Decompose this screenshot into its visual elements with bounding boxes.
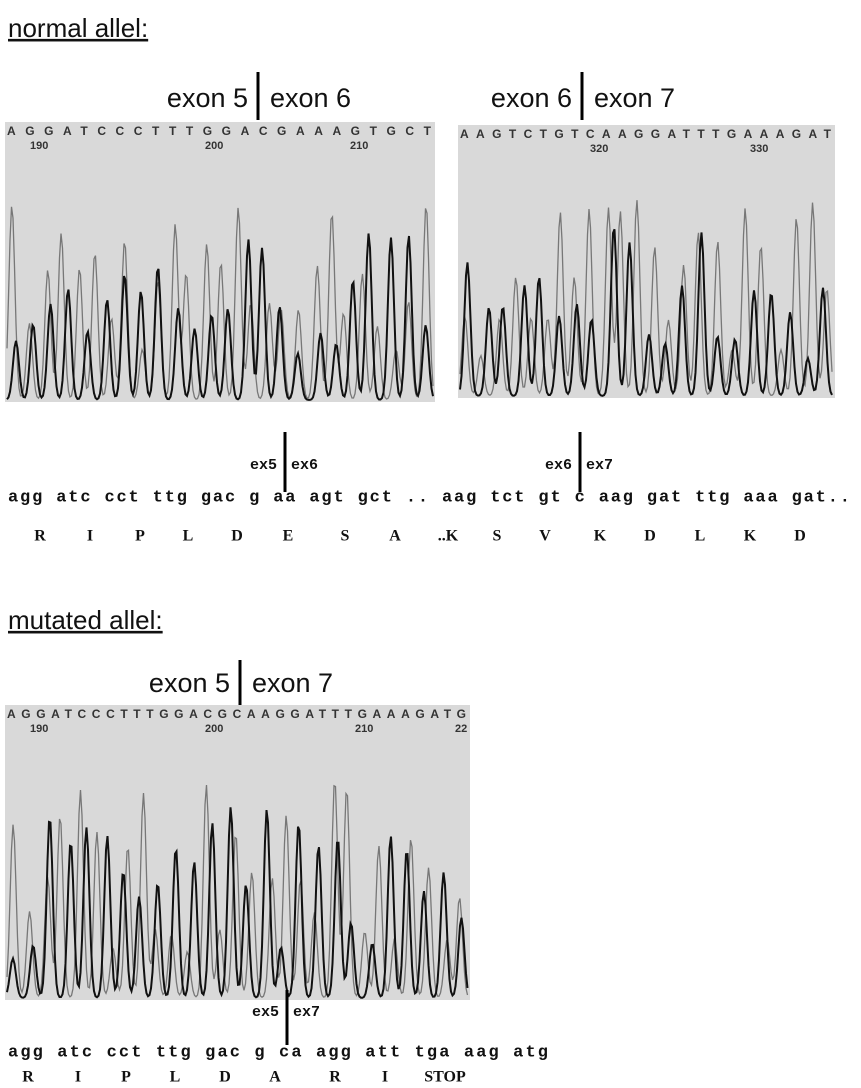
amino-acid: K bbox=[594, 528, 607, 545]
section-heading: mutated allel: bbox=[8, 605, 163, 635]
exon-label: exon 5 bbox=[149, 668, 230, 698]
amino-acid: E bbox=[283, 528, 294, 545]
amino-acid: D bbox=[231, 528, 243, 545]
amino-acid: ..K bbox=[438, 528, 459, 545]
amino-acid: S bbox=[493, 528, 502, 545]
base-position: 200 bbox=[205, 140, 223, 152]
codon-sequence: agg atc cct ttg gac g ca agg att tga aag… bbox=[8, 1043, 548, 1062]
amino-acid: S bbox=[341, 528, 350, 545]
amino-acid: STOP bbox=[424, 1069, 466, 1086]
base-position: 330 bbox=[750, 143, 768, 155]
junction-label: ex5 bbox=[250, 457, 277, 474]
section-heading: normal allel: bbox=[8, 13, 148, 43]
exon-label: exon 7 bbox=[252, 668, 333, 698]
base-position: 190 bbox=[30, 723, 48, 735]
junction-label: ex7 bbox=[293, 1004, 320, 1021]
base-position: 320 bbox=[590, 143, 608, 155]
amino-acid: D bbox=[794, 528, 806, 545]
amino-acid: I bbox=[75, 1069, 81, 1086]
amino-acid: L bbox=[183, 528, 194, 545]
codon-sequence: agg atc cct ttg gac g aa agt gct .. aag … bbox=[8, 488, 850, 507]
amino-acid: I bbox=[382, 1069, 388, 1086]
amino-acid: P bbox=[121, 1069, 131, 1086]
exon-label: exon 6 bbox=[270, 83, 351, 113]
amino-acid: L bbox=[695, 528, 706, 545]
base-position: 210 bbox=[350, 140, 368, 152]
figure: normal allel:exon 5exon 6AGGATCCCTTTGGAC… bbox=[0, 0, 861, 1088]
amino-acid: R bbox=[22, 1069, 34, 1086]
amino-acid: L bbox=[170, 1069, 181, 1086]
base-position: 22 bbox=[455, 723, 467, 735]
amino-acid: R bbox=[34, 528, 46, 545]
exon-label: exon 5 bbox=[167, 83, 248, 113]
amino-acid: A bbox=[389, 528, 401, 545]
junction-label: ex6 bbox=[545, 457, 572, 474]
junction-label: ex7 bbox=[586, 457, 613, 474]
amino-acid: A bbox=[269, 1069, 281, 1086]
amino-acid: D bbox=[644, 528, 656, 545]
base-position: 210 bbox=[355, 723, 373, 735]
amino-acid: I bbox=[87, 528, 93, 545]
amino-acid: D bbox=[219, 1069, 231, 1086]
base-position: 200 bbox=[205, 723, 223, 735]
junction-label: ex5 bbox=[252, 1004, 279, 1021]
amino-acid: R bbox=[329, 1069, 341, 1086]
amino-acid: K bbox=[744, 528, 757, 545]
base-position: 190 bbox=[30, 140, 48, 152]
exon-label: exon 7 bbox=[594, 83, 675, 113]
exon-label: exon 6 bbox=[491, 83, 572, 113]
amino-acid: P bbox=[135, 528, 145, 545]
junction-label: ex6 bbox=[291, 457, 318, 474]
amino-acid: V bbox=[539, 528, 551, 545]
